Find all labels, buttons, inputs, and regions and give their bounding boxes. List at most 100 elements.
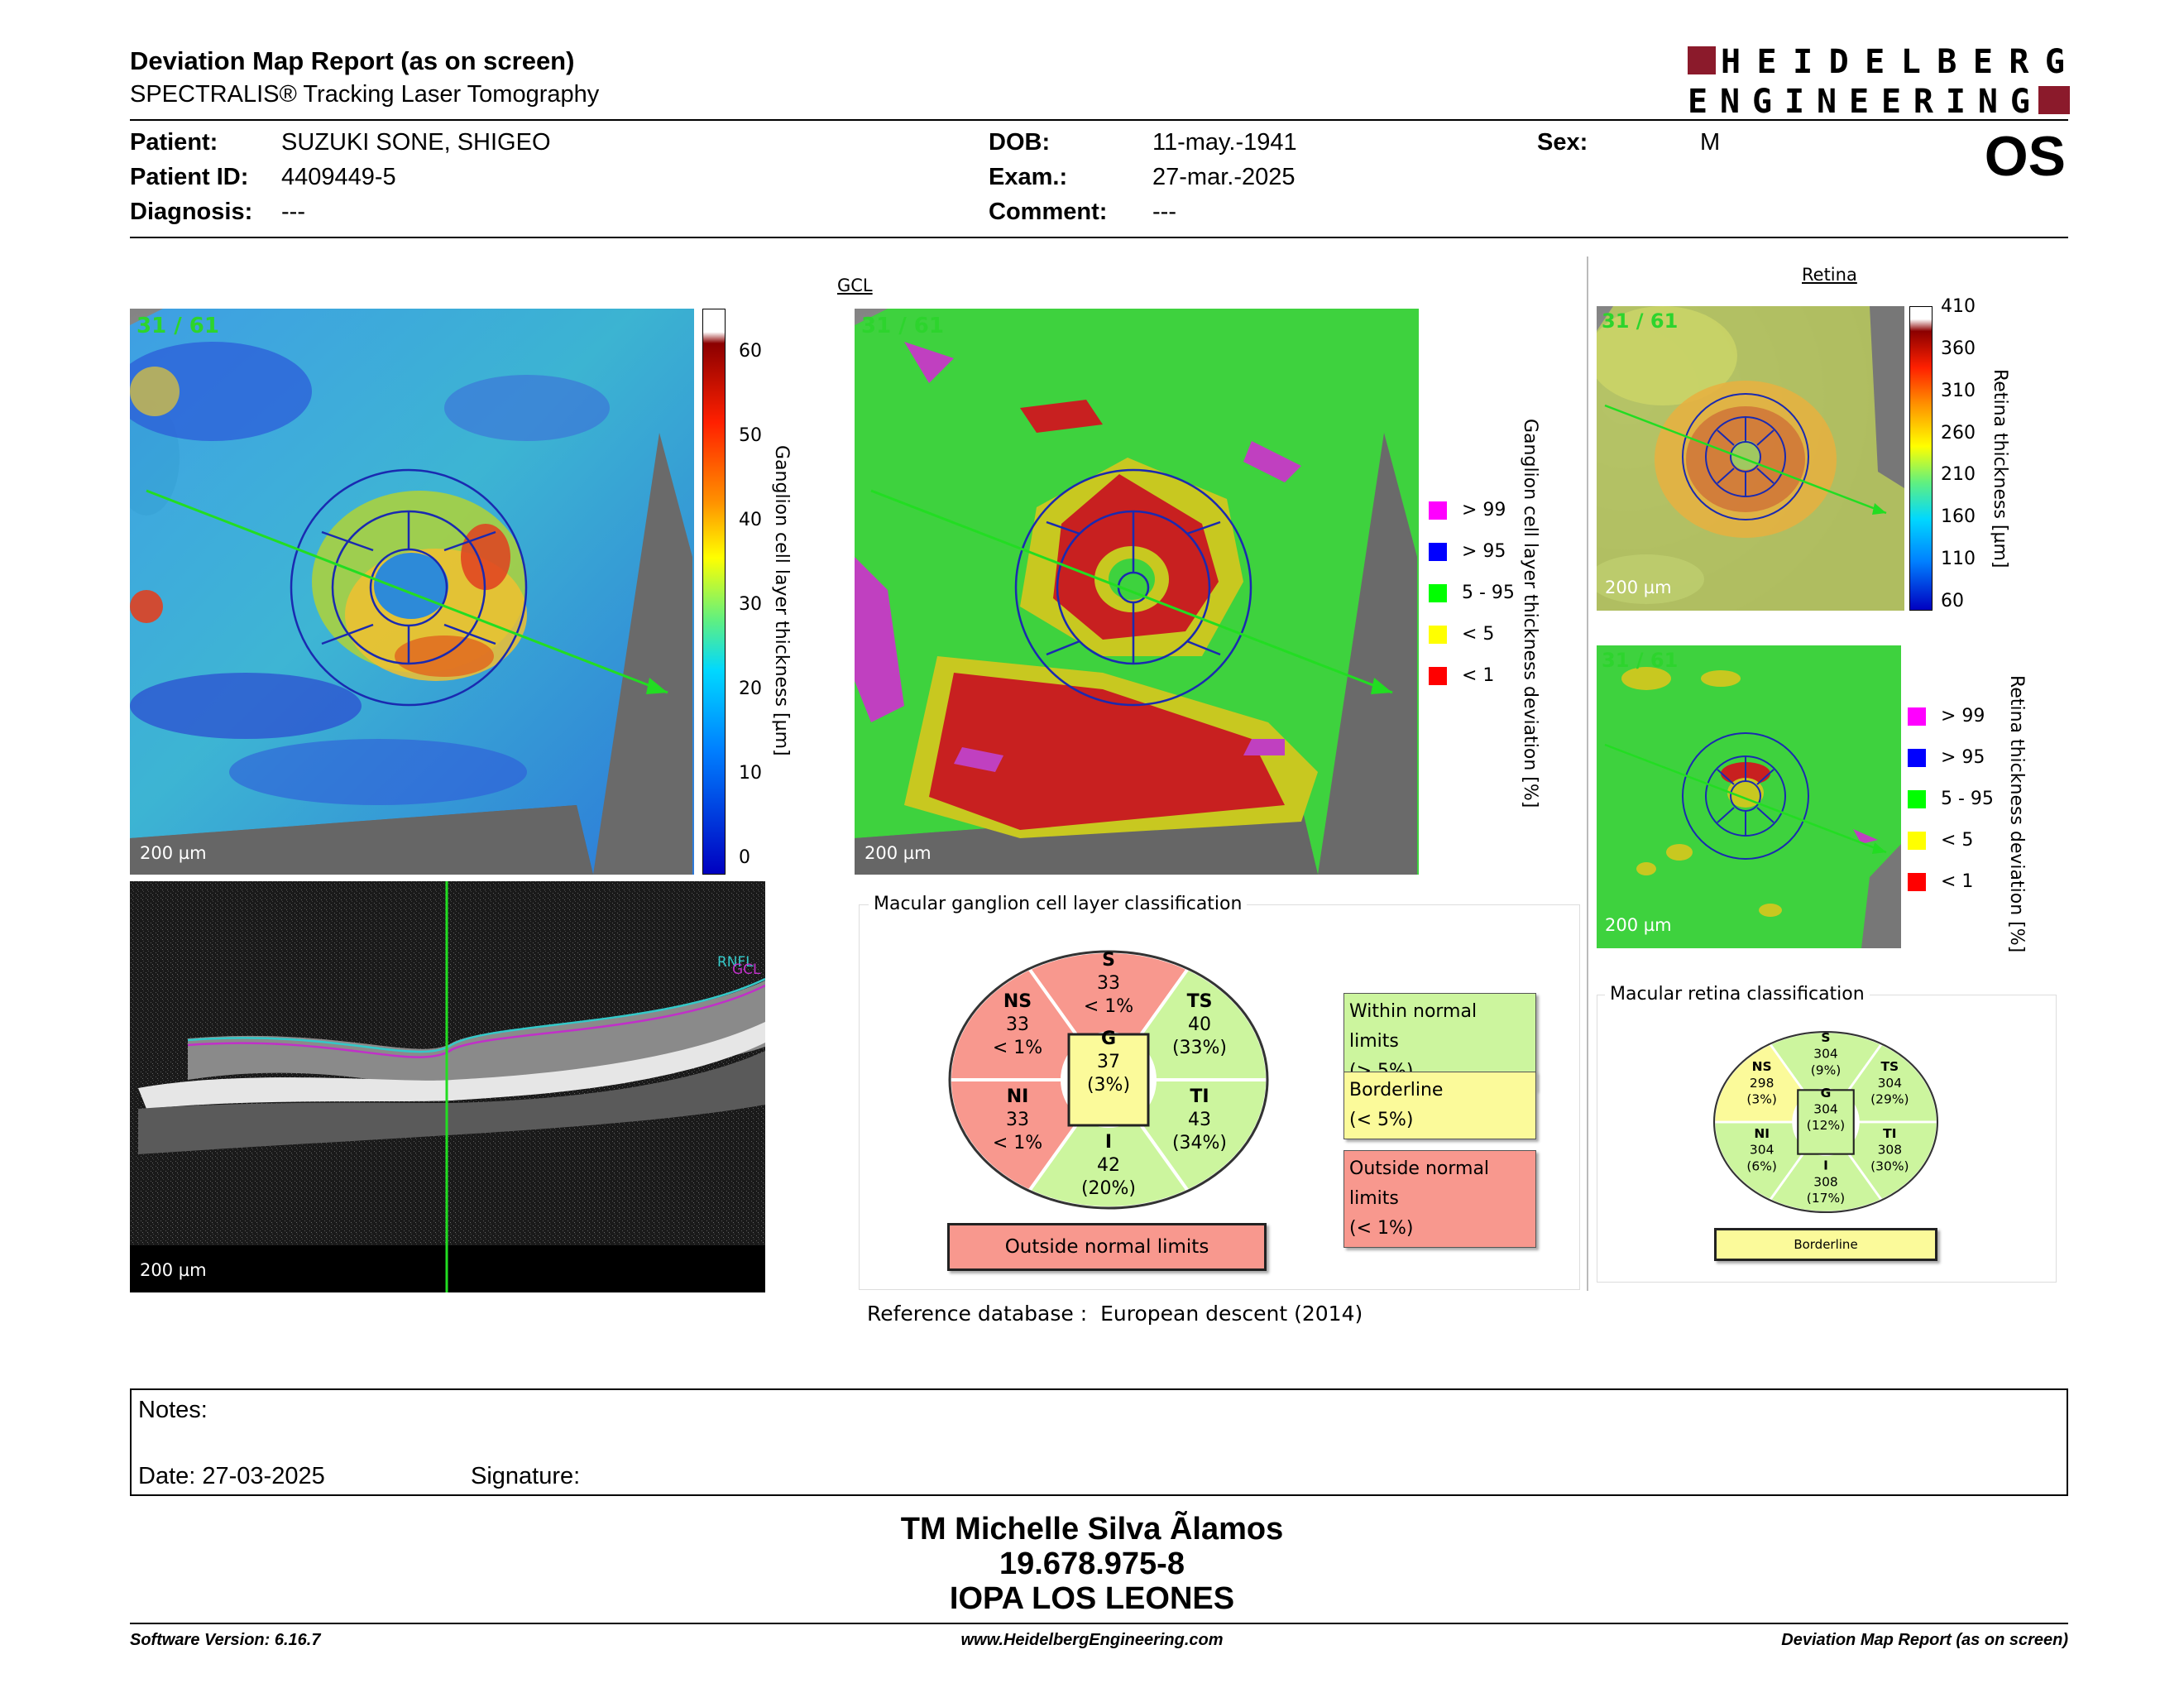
- gcl-deviation-legend-label: < 1: [1462, 665, 1495, 686]
- sector-name: NI: [1007, 1086, 1029, 1107]
- retina-colorbar-tick: 260: [1941, 422, 1976, 444]
- gcl-result: Outside normal limits: [947, 1223, 1267, 1271]
- notes-label: Notes:: [138, 1397, 208, 1423]
- sector-percentile: < 1%: [1084, 996, 1133, 1017]
- sector-percentile: (9%): [1811, 1062, 1842, 1077]
- sector-name: S: [1821, 1030, 1830, 1045]
- gcl-deviation-scale: 200 µm: [864, 843, 932, 863]
- patient-id: 4409449-5: [281, 164, 396, 190]
- signer-institution: IOPA LOS LEONES: [949, 1581, 1235, 1616]
- gcl-classification-title: Macular ganglion cell layer classificati…: [869, 894, 1248, 914]
- sector-g: [1797, 1089, 1855, 1155]
- gcl-deviation-legend-swatch: [1429, 501, 1447, 520]
- retina-deviation-fraction: 31 / 61: [1602, 649, 1679, 672]
- sector-value: 40: [1188, 1014, 1211, 1035]
- gcl-colorbar-tick: 0: [739, 847, 750, 868]
- retina-deviation-legend-swatch: [1908, 789, 1926, 808]
- heidelberg-logo: HEIDELBERG ENGINEERING: [1688, 43, 2070, 119]
- reference-value: European descent (2014): [1100, 1302, 1363, 1326]
- retina-deviation-legend-item: > 99: [1908, 706, 1985, 727]
- retina-classification-title: Macular retina classification: [1605, 984, 1870, 1005]
- sector-value: 308: [1813, 1174, 1838, 1189]
- retina-colorbar-tick: 110: [1941, 549, 1976, 570]
- gcl-deviation-legend-swatch: [1429, 583, 1447, 602]
- sector-percentile: (3%): [1746, 1092, 1777, 1107]
- retina-deviation-legend-item: > 95: [1908, 747, 1985, 768]
- classification-legend-label: Borderline: [1349, 1080, 1444, 1101]
- notes-date: Date: 27-03-2025: [138, 1463, 325, 1489]
- gcl-deviation-legend-item: < 1: [1429, 665, 1494, 686]
- gcl-deviation-legend-label: > 95: [1462, 541, 1506, 562]
- retina-deviation-legend-label: < 5: [1941, 830, 1974, 851]
- retina-colorbar-tick: 210: [1941, 464, 1976, 486]
- website-link[interactable]: www.HeidelbergEngineering.com: [960, 1631, 1224, 1649]
- sector-percentile: (12%): [1807, 1118, 1845, 1133]
- gcl-thickness-map: 31 / 61 200 µm: [130, 309, 694, 875]
- sector-percentile: (17%): [1807, 1191, 1845, 1206]
- gcl-deviation-axis-label: Ganglion cell layer thickness deviation …: [1520, 419, 1540, 808]
- sex-value: M: [1700, 129, 1721, 156]
- classification-legend-item: Borderline (< 5%): [1343, 1072, 1536, 1139]
- gcl-deviation-legend-swatch: [1429, 542, 1447, 561]
- notes-box: Notes: Date: 27-03-2025 Signature:: [130, 1388, 2068, 1496]
- sector-percentile: (29%): [1870, 1092, 1909, 1107]
- retina-deviation-legend-item: < 5: [1908, 830, 1973, 851]
- retina-colorbar-tick: 160: [1941, 506, 1976, 528]
- sector-name: I: [1105, 1132, 1112, 1153]
- retina-thickness-fraction: 31 / 61: [1602, 309, 1679, 333]
- sector-name: NS: [1003, 991, 1032, 1012]
- bscan-scale: 200 µm: [140, 1260, 207, 1280]
- signer-name: TM Michelle Silva Ãlamos: [900, 1512, 1284, 1547]
- gcl-deviation-legend-swatch: [1429, 625, 1447, 644]
- panel-divider: [1587, 257, 1588, 1291]
- footer-report-name: Deviation Map Report (as on screen): [1781, 1631, 2068, 1649]
- gcl-colorbar-tick: 60: [739, 341, 762, 362]
- sector-name: G: [1101, 1029, 1116, 1049]
- sector-value: 304: [1878, 1076, 1903, 1091]
- gcl-deviation-legend-label: 5 - 95: [1462, 583, 1515, 603]
- software-version: Software Version: 6.16.7: [130, 1631, 321, 1649]
- sector-percentile: (20%): [1081, 1178, 1136, 1199]
- comment-label: Comment:: [989, 199, 1108, 225]
- sector-value: 304: [1813, 1047, 1838, 1062]
- reference-label: Reference database :: [867, 1302, 1088, 1326]
- sector-value: 298: [1750, 1076, 1774, 1091]
- gcl-deviation-legend-item: 5 - 95: [1429, 583, 1515, 603]
- gcl-deviation-legend-label: > 99: [1462, 500, 1506, 520]
- sector-name: TI: [1190, 1086, 1209, 1107]
- sector-value: 304: [1813, 1101, 1838, 1116]
- sector-name: TS: [1880, 1059, 1899, 1074]
- retina-deviation-map: 31 / 61 200 µm: [1597, 645, 1901, 948]
- gcl-colorbar-tick: 10: [739, 763, 762, 784]
- diagnosis-label: Diagnosis:: [130, 199, 253, 225]
- gcl-colorbar-tick: 30: [739, 594, 762, 615]
- sector-name: G: [1821, 1086, 1832, 1101]
- retina-deviation-legend-swatch: [1908, 707, 1926, 726]
- sector-value: 308: [1878, 1143, 1903, 1158]
- gcl-colorbar-tick: 50: [739, 425, 762, 446]
- sector-value: 42: [1097, 1155, 1120, 1176]
- signer-id: 19.678.975-8: [999, 1547, 1185, 1581]
- gcl-deviation-legend-label: < 5: [1462, 624, 1495, 645]
- sector-name: I: [1823, 1158, 1828, 1173]
- classification-legend-label: Within normal limits: [1349, 1001, 1478, 1052]
- retina-deviation-legend-swatch: [1908, 872, 1926, 891]
- sector-percentile: (34%): [1172, 1133, 1227, 1153]
- retina-colorbar-tick: 360: [1941, 338, 1976, 359]
- classification-legend-range: (< 5%): [1349, 1110, 1414, 1130]
- gcl-thickness-fraction: 31 / 61: [136, 314, 219, 338]
- retina-deviation-legend-item: < 1: [1908, 871, 1973, 892]
- diagnosis-value: ---: [281, 199, 305, 225]
- oct-bscan: RNFL GCL 200 µm: [130, 881, 765, 1292]
- sector-g: [1067, 1033, 1150, 1127]
- retina-colorbar-tick: 410: [1941, 296, 1976, 317]
- report-subtitle: SPECTRALIS® Tracking Laser Tomography: [130, 81, 600, 108]
- sector-value: 37: [1097, 1052, 1120, 1072]
- reference-database: Reference database : European descent (2…: [867, 1302, 1363, 1326]
- retina-thickness-colorbar: [1909, 306, 1933, 611]
- retina-result: Borderline: [1714, 1228, 1937, 1261]
- retina-deviation-legend-swatch: [1908, 831, 1926, 850]
- retina-deviation-legend-swatch: [1908, 748, 1926, 767]
- sector-value: 33: [1006, 1110, 1029, 1130]
